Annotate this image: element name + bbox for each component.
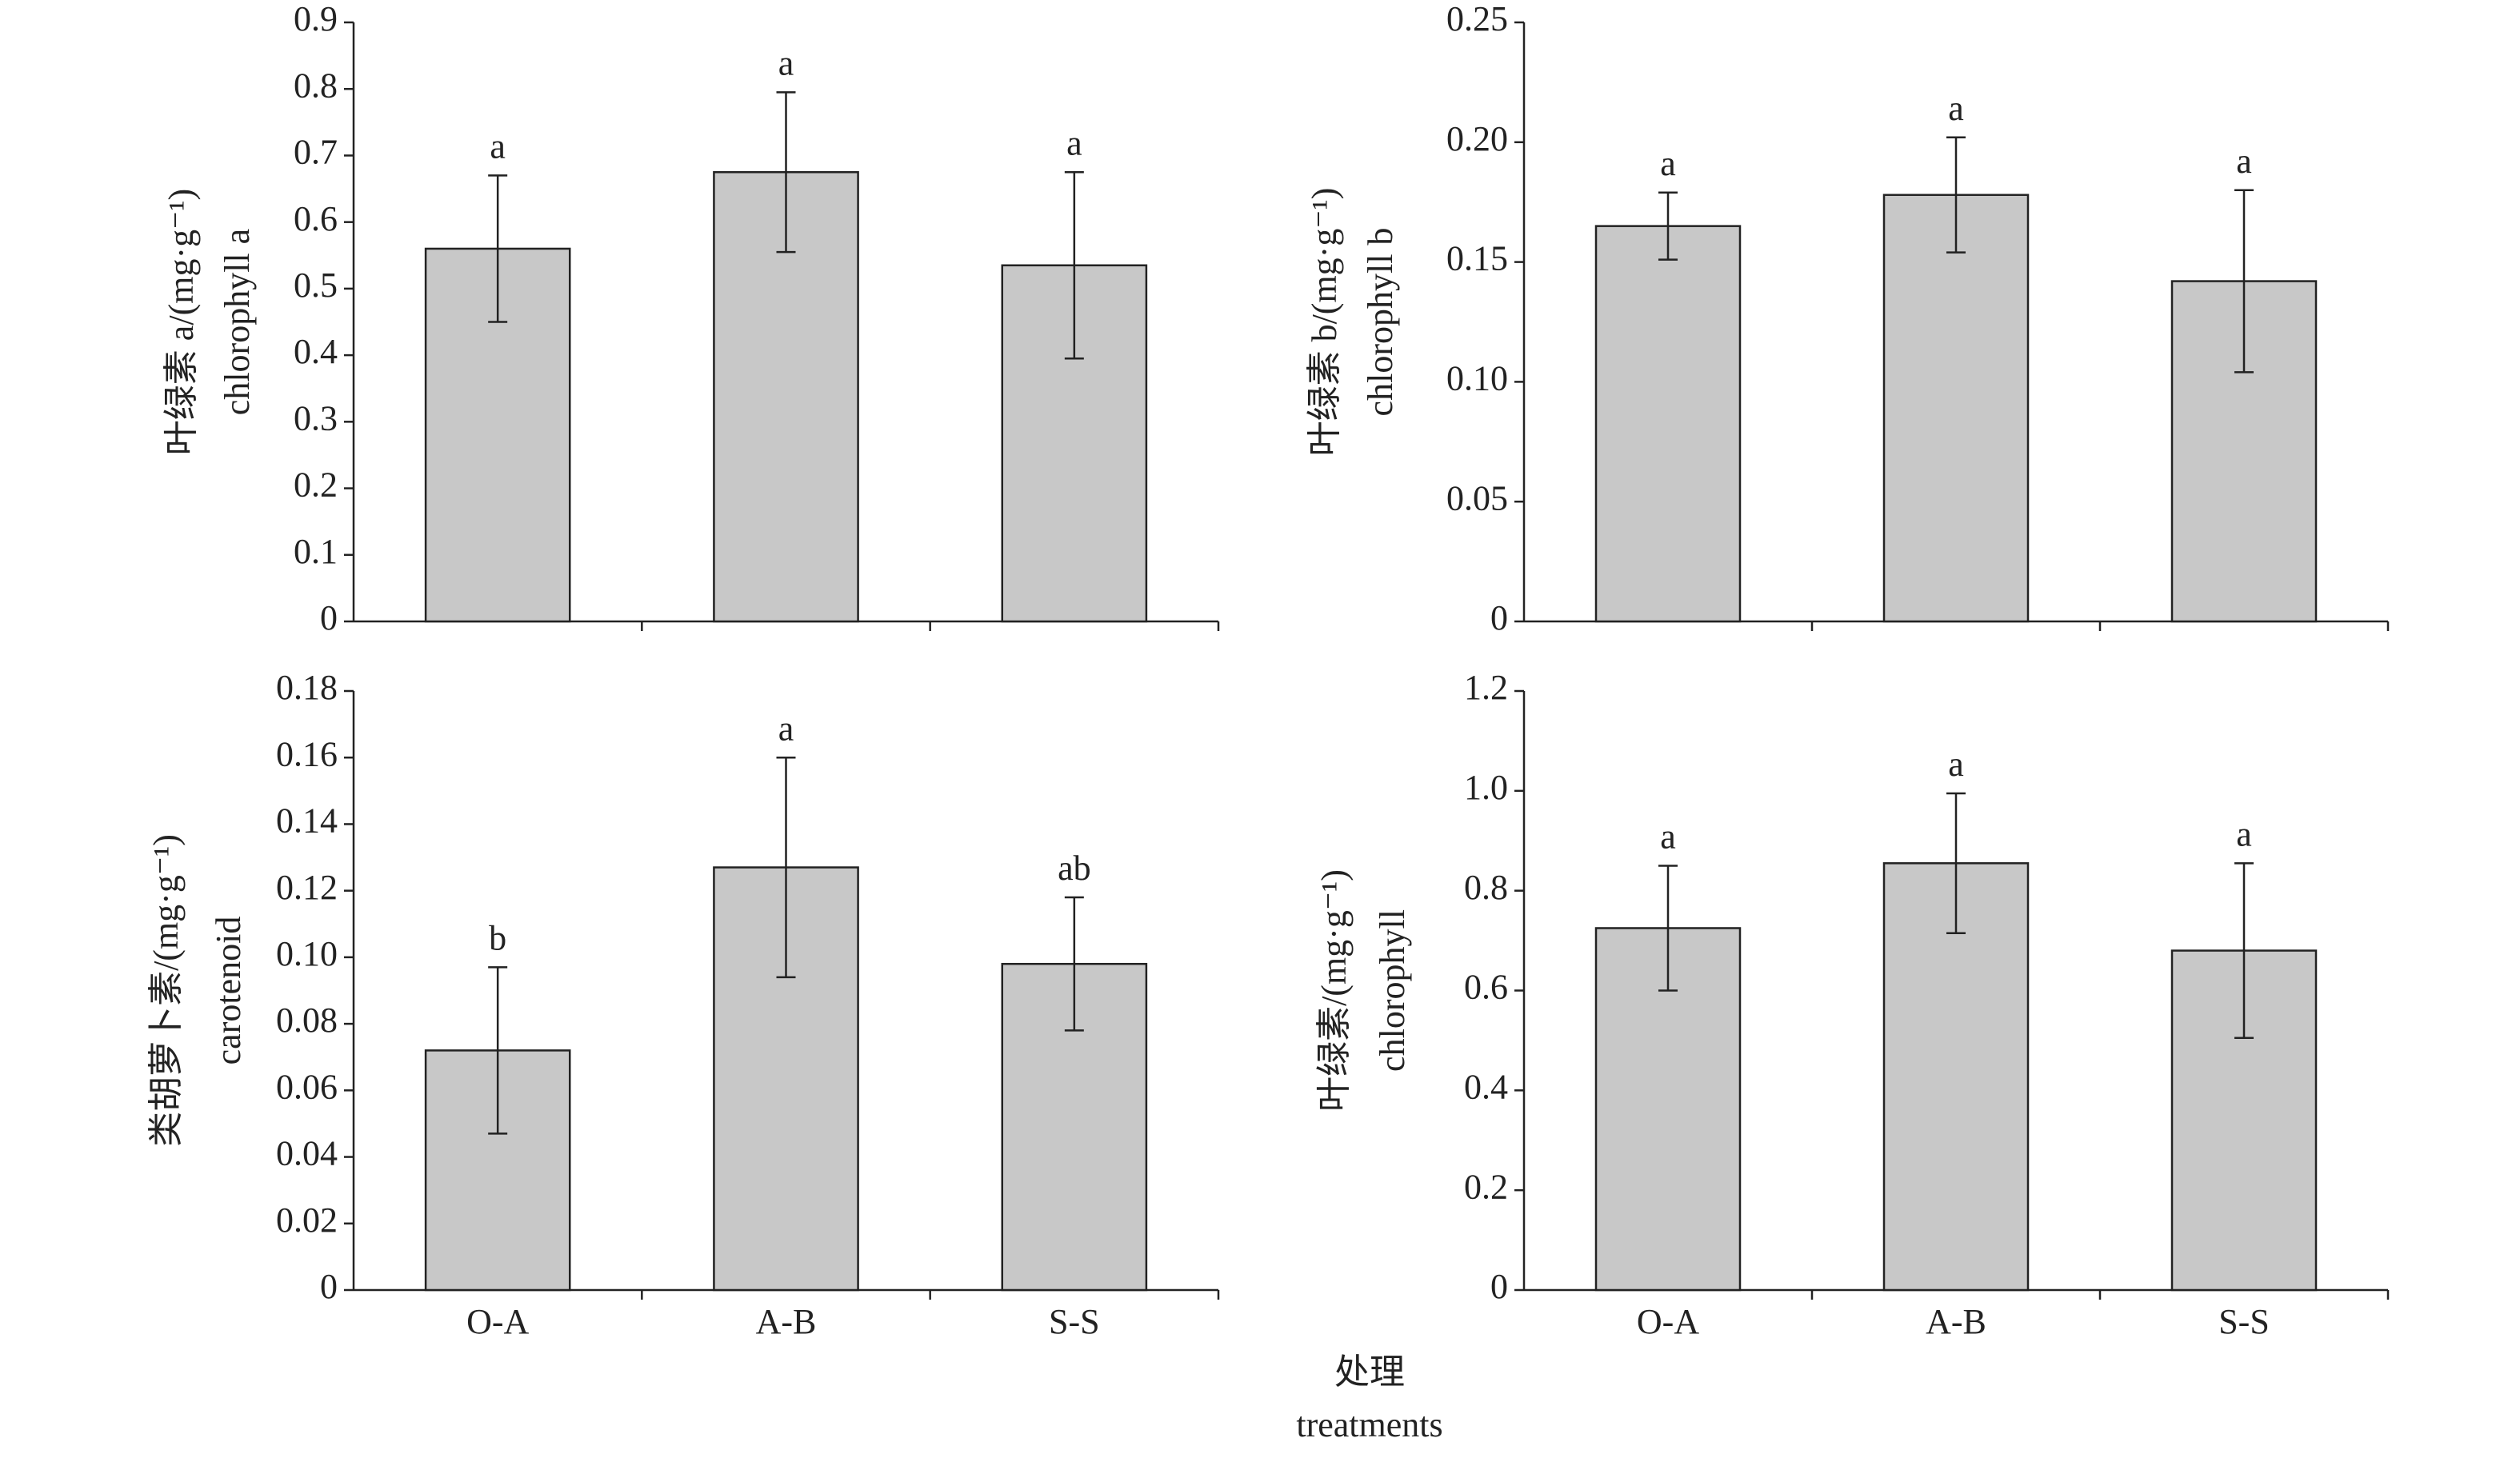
y-tick-label: 0 xyxy=(320,598,338,637)
y-tick-label: 0 xyxy=(320,1267,338,1306)
y-tick-label: 0.04 xyxy=(276,1134,338,1173)
significance-letter: a xyxy=(1066,123,1082,162)
y-axis-title: 叶绿素 b/(mg·g⁻¹) xyxy=(1305,188,1344,457)
y-tick-label: 0.12 xyxy=(276,868,338,907)
y-tick-label: 0.2 xyxy=(1464,1167,1508,1206)
y-tick-label: 0.20 xyxy=(1446,119,1508,158)
significance-letter: a xyxy=(2236,142,2252,181)
bar xyxy=(1594,225,1742,623)
y-axis-title: 类胡萝卜素/(mg·g⁻¹) xyxy=(146,834,186,1147)
bar xyxy=(1882,862,2030,1292)
y-tick-label: 0.6 xyxy=(1464,968,1508,1007)
y-tick-label: 0.3 xyxy=(294,398,338,437)
significance-letter: b xyxy=(489,918,506,957)
significance-letter: a xyxy=(1948,745,1964,784)
y-tick-label: 0.4 xyxy=(294,332,338,371)
y-tick-label: 0.2 xyxy=(294,465,338,505)
x-tick-label: O-A xyxy=(466,1302,529,1341)
y-tick-label: 0 xyxy=(1490,598,1508,637)
significance-letter: a xyxy=(1948,89,1964,128)
bar xyxy=(1882,194,2030,623)
y-tick-label: 0.16 xyxy=(276,734,338,773)
x-tick-label: A-B xyxy=(756,1302,817,1341)
y-tick-label: 0.14 xyxy=(276,801,338,841)
significance-letter: a xyxy=(778,43,794,82)
y-tick-label: 0.18 xyxy=(276,668,338,707)
significance-letter: a xyxy=(1660,144,1676,183)
y-tick-label: 0.4 xyxy=(1464,1067,1508,1106)
x-tick-label: A-B xyxy=(1926,1302,1986,1341)
y-tick-label: 0.5 xyxy=(294,266,338,305)
y-tick-label: 0.08 xyxy=(276,1001,338,1040)
y-tick-label: 0.10 xyxy=(1446,358,1508,397)
y-tick-label: 0.02 xyxy=(276,1200,338,1240)
y-tick-label: 0.6 xyxy=(294,199,338,238)
y-tick-label: 0.05 xyxy=(1446,478,1508,517)
y-axis-title: chlorophyll b xyxy=(1361,228,1400,417)
y-tick-label: 0.7 xyxy=(294,133,338,172)
y-tick-label: 0.1 xyxy=(294,532,338,571)
significance-letter: ab xyxy=(1058,849,1091,888)
x-axis-title: 处理 xyxy=(1334,1352,1405,1392)
y-tick-label: 0.25 xyxy=(1446,0,1508,38)
bar xyxy=(2170,949,2318,1292)
y-tick-label: 0.10 xyxy=(276,934,338,973)
y-tick-label: 1.0 xyxy=(1464,768,1508,807)
y-tick-label: 0.9 xyxy=(294,0,338,38)
y-tick-label: 0.06 xyxy=(276,1067,338,1106)
y-tick-label: 0.8 xyxy=(1464,868,1508,907)
y-axis-title: chlorophyll xyxy=(1373,909,1412,1072)
y-tick-label: 0 xyxy=(1490,1267,1508,1306)
x-axis-title: treatments xyxy=(1296,1405,1442,1444)
significance-letter: a xyxy=(2236,814,2252,853)
x-tick-label: S-S xyxy=(2218,1302,2270,1341)
y-tick-label: 1.2 xyxy=(1464,668,1508,707)
significance-letter: a xyxy=(1660,817,1676,857)
y-axis-title: carotenoid xyxy=(209,917,248,1065)
y-axis-title: 叶绿素 a/(mg·g⁻¹) xyxy=(162,189,201,455)
y-tick-label: 0.8 xyxy=(294,66,338,105)
y-tick-label: 0.15 xyxy=(1446,239,1508,278)
x-tick-label: O-A xyxy=(1637,1302,1699,1341)
significance-letter: a xyxy=(490,127,506,166)
significance-letter: a xyxy=(778,709,794,748)
x-tick-label: S-S xyxy=(1049,1302,1100,1341)
y-axis-title: 叶绿素/(mg·g⁻¹) xyxy=(1314,869,1354,1112)
y-axis-title: chlorophyll a xyxy=(218,229,257,415)
